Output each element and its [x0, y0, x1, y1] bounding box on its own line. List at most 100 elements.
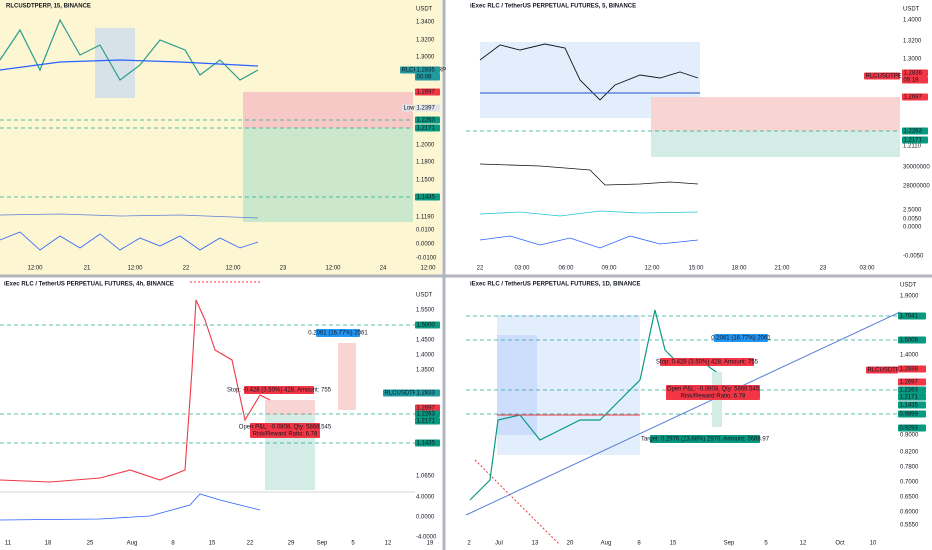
target-zone [243, 128, 413, 222]
price-tick-label: 1.2110 [903, 144, 922, 150]
axis-unit: USDT [900, 283, 917, 289]
price-tag-label: 1.5008 [900, 338, 919, 344]
price-tick-label: -0.0100 [416, 256, 437, 262]
order-note [250, 423, 320, 431]
price-tag [415, 124, 440, 132]
price-tag-label: 1.2171 [417, 419, 436, 425]
time-tick-label: 18 [45, 541, 52, 547]
price-tick-label: 1.1800 [416, 160, 435, 166]
price-tag-label: 1.2835 [417, 68, 436, 74]
oscillator [479, 235, 699, 249]
stop-zone [243, 92, 413, 128]
price-tag-label: 1.2263 [417, 118, 436, 124]
time-tick-label: 15:00 [688, 266, 704, 272]
price-tick-label: 0.6500 [900, 495, 919, 501]
oscillator [0, 231, 259, 251]
time-tick-label: 20 [567, 541, 574, 547]
time-tick-label: 22 [247, 541, 254, 547]
time-tick-label: 12:00 [225, 266, 241, 272]
order-note-label: Risk/Reward Ratio: 6.78 [253, 432, 318, 438]
price-line [0, 18, 259, 81]
price-tag [415, 116, 440, 124]
time-tick-label: 12:00 [127, 266, 143, 272]
time-tick-label: 15 [209, 541, 216, 547]
order-note [316, 329, 360, 337]
price-tick-label: 1.3400 [416, 20, 435, 26]
chart-title: iExec RLC / TetherUS PERPETUAL FUTURES, … [470, 282, 640, 288]
price-tag-label: 1.2263 [904, 129, 923, 135]
order-note-label: Stop: -0.428 (3.50%) 428, Amount: 755 [227, 388, 332, 394]
time-tick-label: Aug [601, 541, 612, 547]
price-tick-label: 4.0000 [416, 495, 435, 501]
price-tag [415, 88, 440, 96]
price-tag-label: 0.9899 [900, 412, 919, 418]
price-tag [415, 404, 440, 412]
price-tag-label: 1.5000 [417, 323, 436, 329]
axis-unit: USDT [416, 7, 433, 13]
price-tick-label: 1.3200 [903, 39, 922, 45]
price-tick-label: 1.1500 [416, 178, 435, 184]
chart-title: RLCUSDTPERP, 15, BINANCE [6, 4, 91, 10]
price-tag [402, 104, 414, 112]
time-tick-label: 10 [870, 541, 877, 547]
time-tick-label: 12:00 [27, 266, 43, 272]
order-note [666, 385, 760, 393]
time-tick-label: 22 [477, 266, 484, 272]
axis-unit: USDT [416, 293, 433, 299]
time-tick-label: 24 [380, 266, 387, 272]
price-tag-label: 1.2697 [904, 95, 923, 101]
time-tick-label: 8 [171, 541, 175, 547]
price-tick-label: 28000000 [903, 184, 930, 190]
price-tick-label: 1.1190 [416, 215, 435, 221]
order-note-label: 0.2061 (16.77%) 2061 [711, 336, 771, 342]
price-tag [898, 410, 926, 418]
price-tick-label: 1.3000 [416, 55, 435, 61]
time-tick-label: 23 [280, 266, 287, 272]
price-tag-label: RLCUSDTPERP [866, 74, 911, 80]
price-tick-label: 0.0000 [416, 242, 435, 248]
time-tick-label: 29 [288, 541, 295, 547]
price-tag [902, 136, 928, 144]
oscillator [0, 493, 261, 521]
order-note [666, 392, 760, 400]
time-tick-label: 12:00 [644, 266, 660, 272]
time-tick-label: 5 [351, 541, 355, 547]
price-tag-label: RLCUSDTPERP [385, 391, 430, 397]
stop-zone [651, 97, 900, 131]
axis-unit: USDT [903, 7, 920, 13]
price-tag-label: 1.2171 [900, 395, 919, 401]
time-tick-label: 21:00 [774, 266, 790, 272]
order-note-label: Open P&L: -0.0808, Qty: 5868.545 [667, 387, 760, 393]
time-tick-label: 12:00 [420, 266, 436, 272]
time-tick-label: 09:00 [601, 266, 617, 272]
price-tag-label: 1.2838 [900, 367, 919, 373]
price-tag-label: 1.2171 [904, 138, 923, 144]
price-tick-label: 0.0000 [416, 515, 435, 521]
price-tick-label: 1.2000 [416, 143, 435, 149]
time-tick-label: 03:00 [514, 266, 530, 272]
price-tag-label: 00:08 [417, 75, 433, 81]
price-tag [415, 321, 440, 329]
price-line [479, 43, 699, 101]
time-tick-label: 03:00 [859, 266, 875, 272]
price-tag-label: 1.2833 [417, 391, 436, 397]
price-tick-label: 0.8200 [900, 450, 919, 456]
time-tick-label: 15 [670, 541, 677, 547]
price-tag-label: 1.2697 [417, 90, 436, 96]
price-tick-label: 0.9000 [900, 433, 919, 439]
price-tick-label: 0.7000 [900, 480, 919, 486]
volume-bars [497, 335, 537, 435]
time-tick-label: 23 [820, 266, 827, 272]
time-tick-label: 18:00 [731, 266, 747, 272]
order-note-label: Risk/Reward Ratio: 6.78 [681, 394, 746, 400]
price-tick-label: -0.0050 [903, 254, 924, 260]
price-tag [383, 389, 415, 397]
price-tick-label: -4.0000 [416, 535, 437, 541]
time-tick-label: Oct [835, 541, 845, 547]
price-tag-label: 1.2171 [417, 126, 436, 132]
time-tick-label: Sep [317, 541, 328, 547]
stop-zone [338, 343, 356, 410]
price-tag-label: 1.2397 [417, 106, 436, 112]
trend-line [465, 311, 901, 516]
